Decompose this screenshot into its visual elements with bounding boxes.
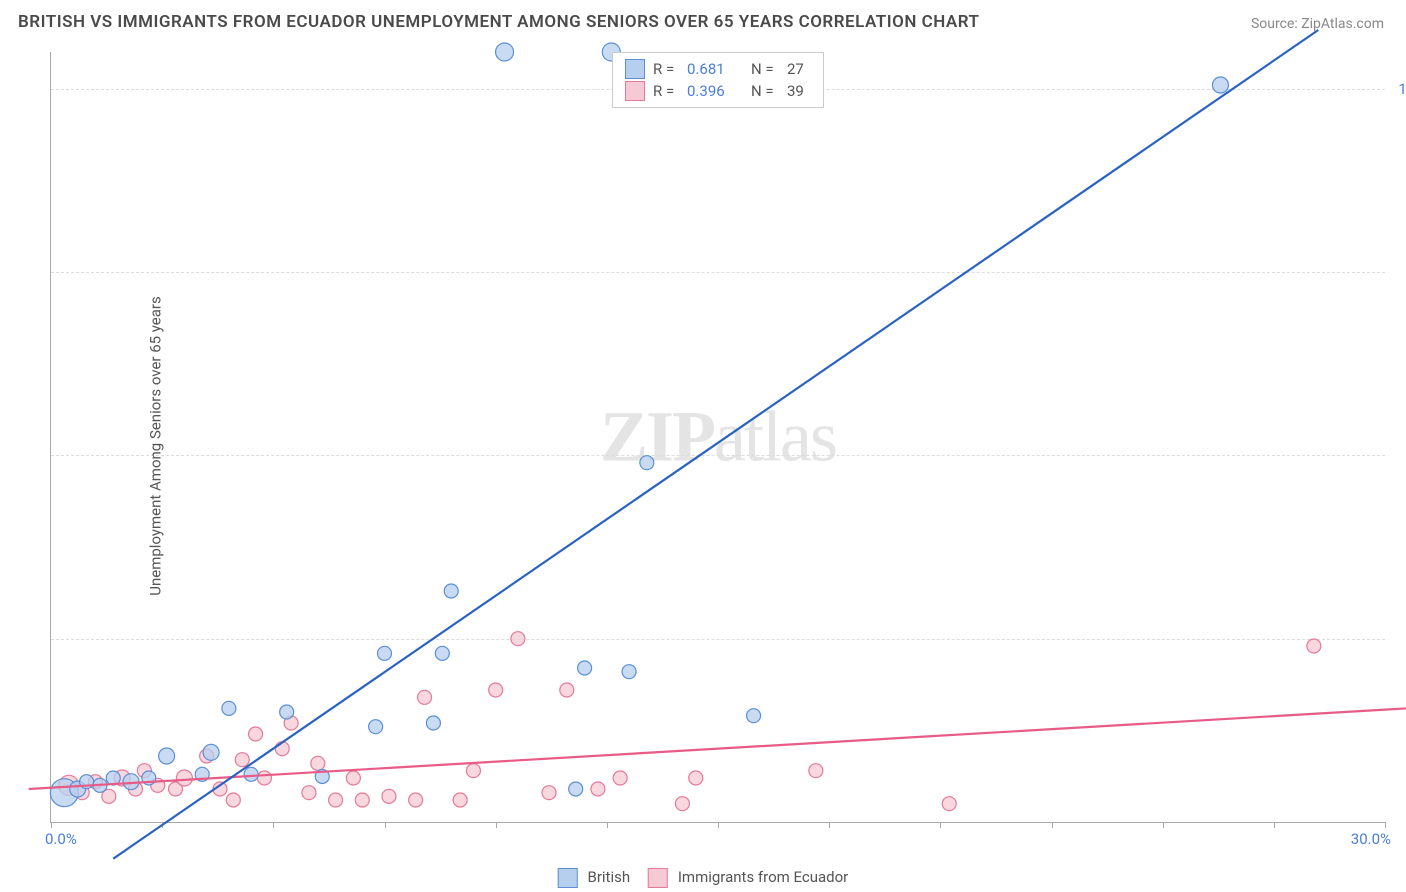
point-ecuador [235, 753, 249, 767]
point-ecuador [942, 797, 956, 811]
plot-svg [51, 52, 1385, 822]
legend-n-label: N = [751, 60, 779, 78]
legend-item-ecuador: Immigrants from Ecuador [648, 868, 848, 888]
legend-row-ecuador: R = 0.396 N = 39 [625, 81, 811, 101]
x-tick [1274, 822, 1275, 828]
point-ecuador [418, 690, 432, 704]
legend-row-british: R = 0.681 N = 27 [625, 59, 811, 79]
legend-n-label: N = [751, 82, 779, 100]
point-british [496, 43, 514, 61]
legend-label-ecuador: Immigrants from Ecuador [678, 868, 848, 886]
legend-swatch-british [558, 868, 578, 888]
y-tick-label: 100.0% [1398, 80, 1406, 98]
y-axis-label: Unemployment Among Seniors over 65 years [147, 296, 165, 595]
x-tick [718, 822, 719, 828]
point-british [244, 767, 258, 781]
legend-label-british: British [587, 868, 630, 886]
point-british [747, 709, 761, 723]
point-ecuador [542, 786, 556, 800]
point-ecuador [1307, 639, 1321, 653]
x-tick [1163, 822, 1164, 828]
point-british [640, 456, 654, 470]
point-ecuador [226, 793, 240, 807]
point-british [435, 646, 449, 660]
point-ecuador [355, 793, 369, 807]
point-british [1212, 77, 1228, 93]
point-ecuador [466, 764, 480, 778]
regression-line-british [113, 30, 1318, 859]
point-british [426, 716, 440, 730]
point-ecuador [511, 632, 525, 646]
legend-r-label: R = [653, 60, 679, 78]
legend-correlation-box: R = 0.681 N = 27 R = 0.396 N = 39 [612, 52, 824, 108]
legend-r-value-british: 0.681 [687, 60, 735, 78]
regression-line-ecuador [29, 708, 1406, 789]
point-ecuador [675, 797, 689, 811]
x-tick [51, 822, 52, 828]
point-british [159, 748, 175, 764]
point-ecuador [560, 683, 574, 697]
x-tick [1385, 822, 1386, 828]
point-ecuador [453, 793, 467, 807]
point-british [280, 705, 294, 719]
legend-swatch-british [625, 59, 645, 79]
point-ecuador [382, 789, 396, 803]
x-axis-max-label: 30.0% [1351, 830, 1391, 848]
legend-swatch-ecuador [648, 868, 668, 888]
point-british [622, 665, 636, 679]
legend-n-value-ecuador: 39 [787, 82, 811, 100]
point-british [378, 646, 392, 660]
point-ecuador [809, 764, 823, 778]
point-ecuador [489, 683, 503, 697]
point-ecuador [329, 793, 343, 807]
point-ecuador [689, 771, 703, 785]
x-tick [829, 822, 830, 828]
x-tick [496, 822, 497, 828]
point-ecuador [591, 782, 605, 796]
point-british [578, 661, 592, 675]
legend-r-value-ecuador: 0.396 [687, 82, 735, 100]
point-british [444, 584, 458, 598]
legend-n-value-british: 27 [787, 60, 811, 78]
legend-swatch-ecuador [625, 81, 645, 101]
point-british [369, 720, 383, 734]
legend-item-british: British [558, 868, 630, 888]
point-ecuador [176, 770, 192, 786]
x-tick [607, 822, 608, 828]
x-tick [273, 822, 274, 828]
point-ecuador [409, 793, 423, 807]
point-british [222, 701, 236, 715]
legend-series: British Immigrants from Ecuador [558, 868, 849, 888]
x-axis-min-label: 0.0% [45, 830, 77, 848]
point-british [569, 782, 583, 796]
x-tick [1052, 822, 1053, 828]
point-ecuador [346, 771, 360, 785]
point-ecuador [613, 771, 627, 785]
chart-title: BRITISH VS IMMIGRANTS FROM ECUADOR UNEMP… [18, 12, 979, 32]
point-ecuador [249, 727, 263, 741]
x-tick [940, 822, 941, 828]
point-ecuador [302, 786, 316, 800]
point-ecuador [311, 756, 325, 770]
point-british [203, 744, 219, 760]
x-tick [385, 822, 386, 828]
point-ecuador [257, 771, 271, 785]
legend-r-label: R = [653, 82, 679, 100]
plot-area: ZIPatlas 25.0%50.0%75.0%100.0% 0.0% 30.0… [50, 52, 1385, 823]
